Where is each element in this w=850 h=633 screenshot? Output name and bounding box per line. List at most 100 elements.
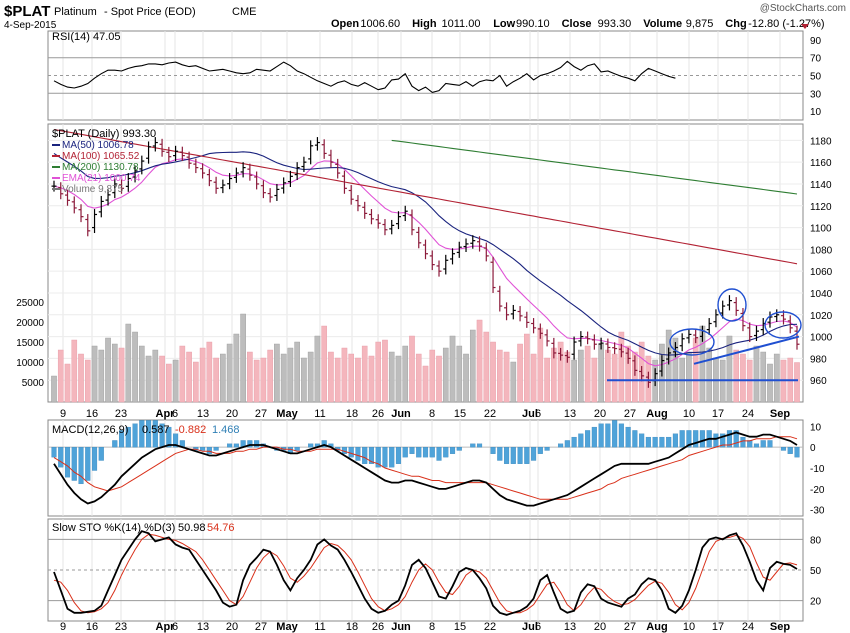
volume-bar [388,351,395,403]
volume-bar [64,363,71,403]
ohlc-bar [524,311,530,328]
ohlc-bar [618,343,624,358]
ohlc-bar [490,256,496,293]
ohlc-bar [119,179,125,194]
x-tick-label: Jun [391,621,411,633]
volume-bar [571,359,577,403]
macd-histogram-bar [294,446,300,451]
macd-histogram-bar [537,446,543,454]
macd-y-tick: -10 [810,464,825,475]
ohlc-bar [98,195,104,218]
volume-bar [375,341,382,403]
x-tick-label: 13 [197,621,209,633]
macd-histogram-bar [213,446,219,451]
volume-bar [591,357,598,403]
macd-y-tick: -20 [810,485,825,496]
volume-y-tick: 15000 [16,338,44,349]
ohlc-bar [173,145,179,162]
ohlc-bar [348,185,354,205]
ohlc-bar [341,170,347,194]
macd-histogram-bar [402,446,408,458]
macd-histogram-bar [740,436,746,448]
rsi-y-tick: 50 [810,72,822,83]
macd-histogram-bar [767,440,773,448]
macd-histogram-bar [152,420,158,448]
volume-bar [206,341,213,403]
ohlc-bar [260,180,266,199]
macd-histogram-bar [58,446,64,468]
ohlc-bar [504,302,510,321]
volume-bar [598,343,604,403]
volume-bar [382,339,388,403]
ohlc-bar [429,250,435,271]
macd-histogram-bar [132,423,138,448]
macd-histogram-bar [227,443,233,448]
macd-histogram-bar [747,440,753,448]
x-tick-label: 15 [454,408,466,420]
macd-y-tick: 0 [810,443,816,454]
ohlc-bar [281,177,287,194]
ohlc-bar [767,311,773,328]
ohlc-bar [612,342,618,355]
macd-histogram-bar [389,446,395,468]
volume-bar [402,345,409,403]
macd-histogram-bar [355,446,361,461]
sto-d-value: 54.76 [207,522,235,534]
volume-bar [726,335,733,403]
macd-y-tick: -30 [810,506,825,517]
macd-histogram-bar [173,433,179,448]
stat-key: Low [493,18,515,30]
macd-histogram-bar [693,430,699,448]
macd-histogram-bar [787,446,793,454]
stat-value: -12.80 (-1.27%) [748,18,824,30]
volume-bar [199,347,206,403]
volume-bar [497,349,503,403]
legend-item: EMA(21) 1000.74 [62,173,141,184]
legend-item: MA(50) 1006.78 [62,140,134,151]
ohlc-bar [679,333,685,352]
stat-value: 9,875 [686,18,714,30]
macd-histogram-bar [497,446,503,461]
volume-bar [584,345,591,403]
ohlc-bar [65,189,71,206]
price-y-tick: 1000 [810,333,833,344]
macd-histogram-bar [517,446,523,464]
macd-histogram-bar [85,446,91,481]
ohlc-bar [726,295,732,311]
x-tick-label: 13 [197,408,209,420]
volume-bar [105,337,111,403]
x-tick-label: 18 [346,408,358,420]
macd-histogram-bar [490,446,496,454]
macd-histogram-bar [146,420,152,448]
volume-bar [415,353,422,403]
panel-frame-macd [47,419,804,517]
ohlc-bar [510,304,516,320]
x-tick-label: Apr [156,621,176,633]
volume-bar [429,349,436,403]
ohlc-bar [166,146,172,163]
price-y-tick: 1040 [810,289,833,300]
macd-histogram-bar [578,433,584,448]
x-tick-label: 20 [594,621,606,633]
ohlc-bar [355,195,361,212]
macd-histogram-bar [618,423,624,448]
ohlc-bar [470,235,476,249]
ohlc-bar [274,183,280,201]
ohlc-bar [213,176,219,194]
volume-bar [111,343,118,403]
price-y-tick: 1160 [810,158,832,169]
x-tick-label: 24 [742,408,754,420]
annotation-circle [717,288,747,322]
ohlc-bar [544,329,550,347]
ohlc-bar [186,151,192,169]
ema21-line [53,158,798,367]
volume-bar [753,345,760,403]
volume-bar [139,345,145,403]
volume-y-tick: 10000 [16,358,44,369]
ohlc-bar [787,315,793,334]
ohlc-bar [125,173,131,192]
volume-bar [524,333,530,403]
macd-histogram-bar [71,446,77,481]
volume-bar [274,343,280,403]
